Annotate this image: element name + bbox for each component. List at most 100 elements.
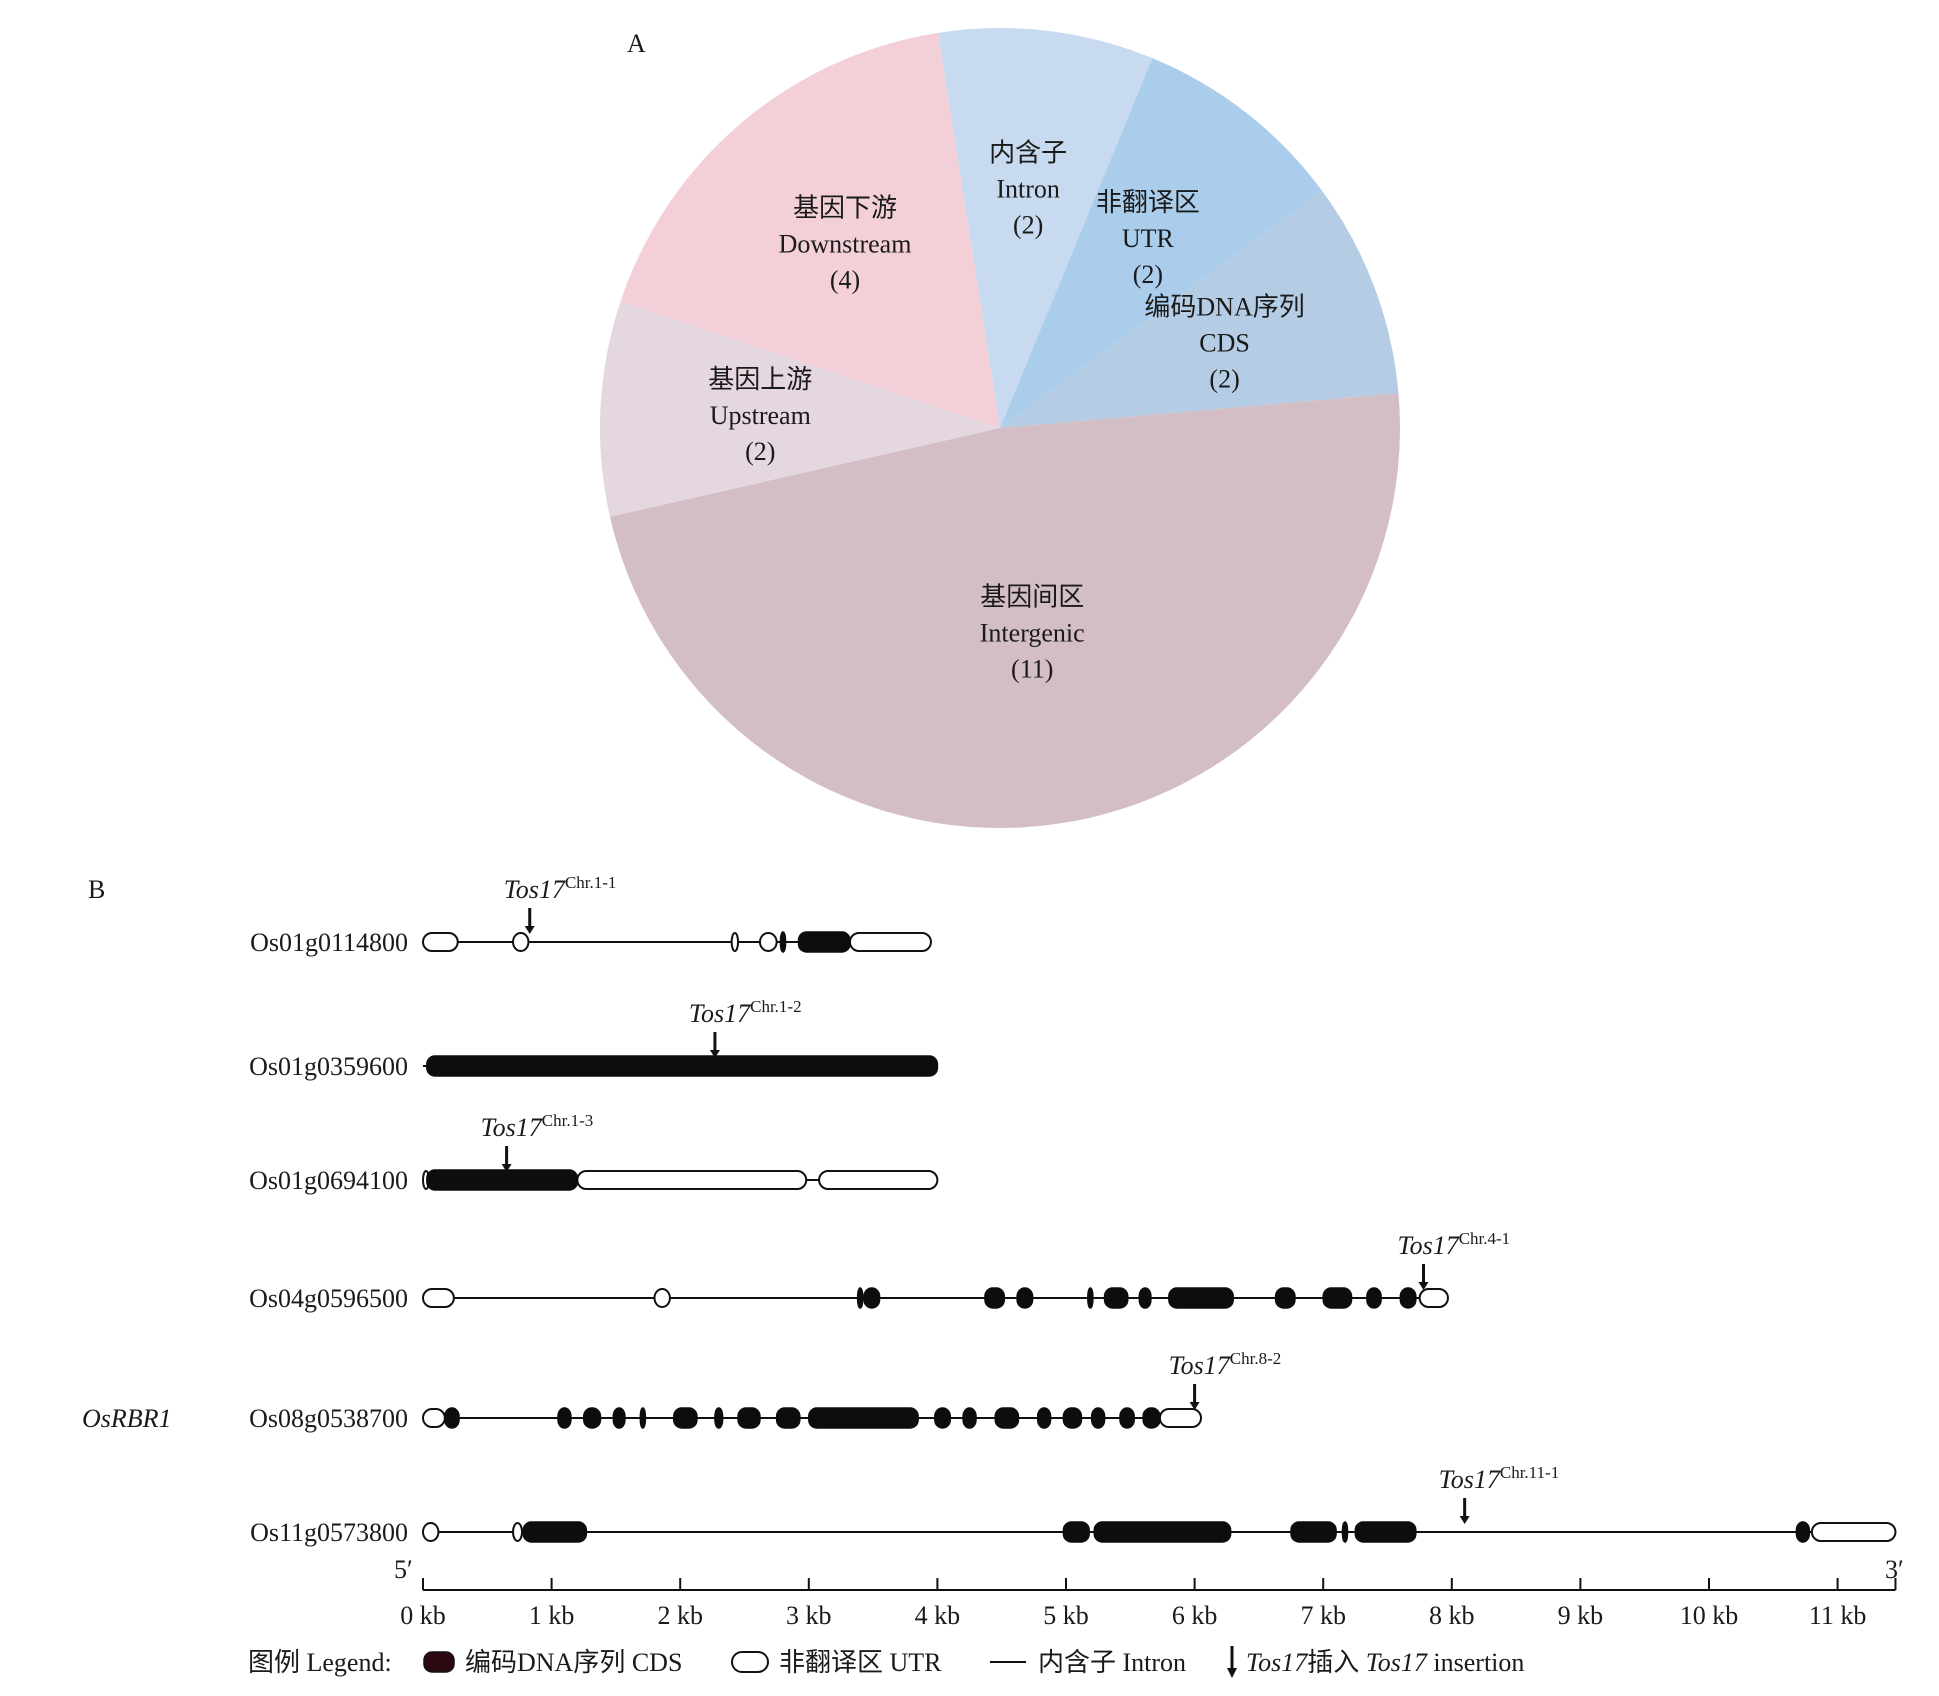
legend-intron-label: 内含子 Intron	[1038, 1648, 1186, 1677]
utr-block	[422, 1522, 440, 1542]
cds-block	[426, 1169, 579, 1191]
slice-count: (2)	[1209, 364, 1239, 393]
cds-block	[557, 1407, 572, 1429]
utr-block	[422, 1408, 446, 1428]
gene-row: Os01g0114800 Tos17Chr.1-1	[250, 873, 932, 957]
cds-block	[583, 1407, 602, 1429]
cds-block	[639, 1407, 647, 1429]
kb-axis: 5′ 3′ 0 kb 1 kb 2 kb 3 kb 4 kb 5 kb 6 kb 7 kb 8 …	[394, 1555, 1904, 1630]
cds-block	[808, 1407, 919, 1429]
insertion-label: Tos17Chr.11-1	[1439, 1463, 1560, 1494]
cds-block	[797, 931, 851, 953]
utr-block	[422, 932, 459, 952]
slice-label-zh: 基因下游	[793, 194, 897, 223]
utr-block	[730, 932, 740, 952]
slice-label-zh: 基因上游	[708, 365, 812, 394]
slice-label-zh: 内含子	[989, 139, 1067, 168]
utr-block	[1418, 1288, 1449, 1308]
slice-count: (2)	[745, 437, 775, 466]
legend-utr-label: 非翻译区 UTR	[779, 1648, 942, 1677]
legend-cds-label: 编码DNA序列 CDS	[465, 1648, 682, 1677]
slice-count: (2)	[1013, 211, 1043, 240]
insertion-arrow	[709, 1032, 720, 1058]
insertion-arrow	[524, 908, 535, 934]
insertion-arrow	[1459, 1498, 1470, 1524]
cds-block	[994, 1407, 1020, 1429]
tick-label: 0 kb	[400, 1601, 446, 1630]
slice-label-en: Downstream	[779, 230, 912, 259]
insertion-label: Tos17Chr.1-3	[481, 1111, 594, 1142]
cds-block	[1138, 1287, 1152, 1309]
cds-block	[934, 1407, 952, 1429]
insertion-label: Tos17Chr.1-2	[689, 997, 802, 1028]
legend-utr-swatch	[731, 1651, 769, 1673]
pie-slice-downstream	[620, 32, 1000, 429]
slice-label-en: Intergenic	[980, 618, 1085, 647]
cds-block	[1062, 1521, 1090, 1543]
cds-block	[714, 1407, 724, 1429]
cds-block	[426, 1055, 939, 1077]
utr-block	[512, 932, 530, 952]
tick-label: 2 kb	[657, 1601, 703, 1630]
cds-block	[1036, 1407, 1052, 1429]
gene-row: Os01g0359600 Tos17Chr.1-2	[249, 997, 939, 1081]
cds-block	[1341, 1521, 1349, 1543]
cds-block	[1090, 1407, 1106, 1429]
pie-slice-intergenic	[609, 393, 1400, 828]
utr-block	[1810, 1522, 1897, 1542]
gene-structures: Os01g0114800 Tos17Chr.1-1 Os01g0359600 Tos1…	[82, 873, 1897, 1547]
insertion-arrow	[1189, 1384, 1200, 1410]
insertion-label: Tos17Chr.1-1	[504, 873, 617, 904]
cds-block	[1354, 1521, 1417, 1543]
slice-label-zh: 非翻译区	[1096, 188, 1200, 217]
panel-b-label: B	[88, 875, 105, 904]
tick-label: 4 kb	[915, 1601, 961, 1630]
slice-label-zh: 编码DNA序列	[1144, 292, 1304, 321]
slice-label-en: Intron	[996, 175, 1060, 204]
tick-label: 9 kb	[1558, 1601, 1604, 1630]
cds-block	[1093, 1521, 1232, 1543]
tick-label: 5 kb	[1043, 1601, 1089, 1630]
legend-cds-swatch	[423, 1651, 455, 1673]
tick-label: 3 kb	[786, 1601, 832, 1630]
cds-block	[1062, 1407, 1083, 1429]
cds-block	[673, 1407, 698, 1429]
slice-label-en: CDS	[1199, 328, 1250, 357]
utr-block	[818, 1170, 939, 1190]
cds-block	[1274, 1287, 1296, 1309]
cds-block	[1142, 1407, 1161, 1429]
legend: 图例 Legend: 编码DNA序列 CDS 非翻译区 UTR 内含子 Intron T…	[248, 1646, 1524, 1678]
pie-slice-cds	[1000, 191, 1399, 428]
utr-block	[576, 1170, 808, 1190]
cds-block	[612, 1407, 626, 1429]
cds-block	[737, 1407, 761, 1429]
gene-row: Os01g0694100 Tos17Chr.1-3	[249, 1111, 939, 1195]
insertion-arrow	[501, 1146, 512, 1172]
cds-block	[1103, 1287, 1129, 1309]
five-prime-label: 5′	[394, 1555, 413, 1584]
cds-block	[1168, 1287, 1234, 1309]
cds-block	[1119, 1407, 1135, 1429]
tick-label: 11 kb	[1809, 1601, 1867, 1630]
pie-slice-utr	[1000, 58, 1323, 429]
tick-label: 7 kb	[1300, 1601, 1346, 1630]
cds-block	[779, 931, 787, 953]
tick-label: 10 kb	[1680, 1601, 1739, 1630]
cds-block	[1087, 1287, 1094, 1309]
cds-block	[1290, 1521, 1337, 1543]
utr-block	[1158, 1408, 1203, 1428]
cds-block	[863, 1287, 881, 1309]
slice-label-en: UTR	[1122, 224, 1175, 253]
tick-label: 6 kb	[1172, 1601, 1218, 1630]
utr-block	[758, 932, 778, 952]
insertion-arrow	[1418, 1264, 1429, 1290]
gene-id: Os08g0538700	[249, 1404, 408, 1433]
utr-block	[848, 932, 932, 952]
gene-id: Os01g0694100	[249, 1166, 408, 1195]
tick-label: 8 kb	[1429, 1601, 1475, 1630]
tick-label: 1 kb	[529, 1601, 575, 1630]
cds-block	[962, 1407, 977, 1429]
cds-block	[984, 1287, 1006, 1309]
utr-block	[653, 1288, 671, 1308]
